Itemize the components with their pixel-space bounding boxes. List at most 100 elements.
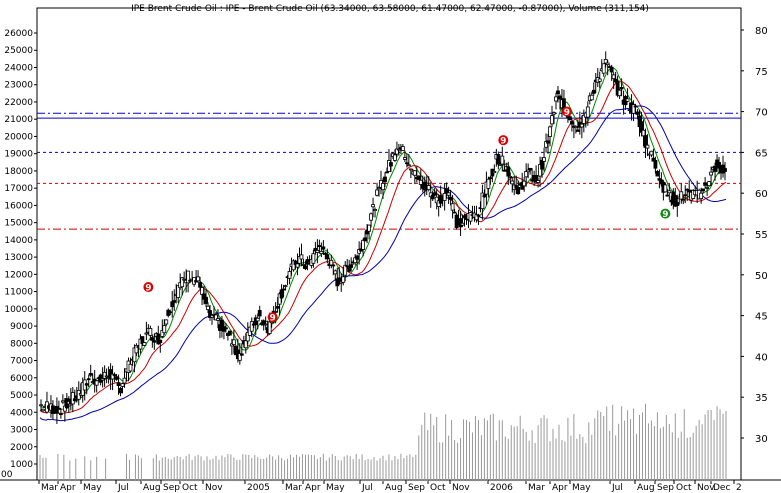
candle-body xyxy=(88,373,93,376)
volume-tick-label: 5000 xyxy=(10,391,33,401)
candle-body xyxy=(231,339,236,345)
price-tick-label: 65 xyxy=(755,148,768,159)
candle-body xyxy=(703,182,708,186)
candle-body xyxy=(273,311,278,313)
candle-body xyxy=(152,340,157,343)
candle-body xyxy=(315,250,320,253)
candle-body xyxy=(426,185,431,191)
candle-body xyxy=(239,353,244,356)
candle-body xyxy=(333,270,338,275)
moving-average-line xyxy=(39,105,727,422)
candle-body xyxy=(224,327,228,330)
candle-body xyxy=(552,112,556,115)
candle-body xyxy=(341,276,346,283)
candle-body xyxy=(404,162,409,165)
candle-body xyxy=(329,259,334,266)
candle-body xyxy=(713,165,717,172)
candle-body xyxy=(591,89,596,94)
candle-body xyxy=(452,211,457,214)
candle-body xyxy=(432,192,437,196)
candle-body xyxy=(60,400,65,403)
volume-tick-label: 20000 xyxy=(4,132,33,142)
candle-body xyxy=(180,277,185,288)
x-tick-label: Oct xyxy=(182,483,198,493)
candle-body xyxy=(206,305,210,311)
candle-body xyxy=(128,363,133,372)
candle-body xyxy=(118,387,123,394)
candle-body xyxy=(486,178,491,189)
candle-body xyxy=(70,392,75,405)
candle-body xyxy=(148,328,153,336)
candle-body xyxy=(446,192,451,196)
candle-body xyxy=(371,204,375,208)
candle-body xyxy=(58,413,63,416)
candle-body xyxy=(633,105,638,108)
candle-body xyxy=(114,376,119,380)
candle-body xyxy=(279,289,284,299)
x-tick-label: Mar xyxy=(285,483,302,493)
candle-body xyxy=(102,371,107,379)
x-tick-label: Apr xyxy=(305,483,321,493)
x-tick-label: Apr xyxy=(60,483,76,493)
candle-body xyxy=(683,194,688,197)
candle-body xyxy=(589,94,594,101)
candle-body xyxy=(705,187,710,189)
x-tick-label: Oct xyxy=(430,483,446,493)
candle-body xyxy=(237,353,242,361)
candle-body xyxy=(86,378,91,381)
candle-body xyxy=(204,296,208,304)
candle-body xyxy=(299,254,304,260)
candle-body xyxy=(442,193,447,201)
candle-body xyxy=(619,87,624,90)
candle-body xyxy=(579,123,584,128)
candle-body xyxy=(506,166,511,177)
plot-frame xyxy=(36,7,742,481)
candle-body xyxy=(516,186,521,195)
candle-body xyxy=(546,140,550,144)
marker-circle xyxy=(660,208,671,219)
candle-body xyxy=(400,146,405,151)
candle-body xyxy=(249,321,254,332)
x-tick-label: Mar xyxy=(41,483,58,493)
candle-body xyxy=(502,169,507,172)
candle-body xyxy=(717,161,721,169)
candle-body xyxy=(663,184,668,193)
x-tick-label: Apr xyxy=(552,483,568,493)
candle-body xyxy=(496,154,501,165)
volume-tick-label: 3000 xyxy=(10,426,33,436)
candle-body xyxy=(389,162,393,167)
volume-tick-label: 4000 xyxy=(10,408,33,418)
marker-circle xyxy=(561,106,572,117)
marker-label: 9 xyxy=(145,284,151,294)
candle-body xyxy=(709,171,713,176)
candle-body xyxy=(383,176,387,183)
candle-body xyxy=(122,377,127,384)
x-tick-label: Aug xyxy=(385,483,403,493)
candle-body xyxy=(321,246,326,250)
candle-body xyxy=(397,148,401,151)
x-tick-label: Jul xyxy=(117,483,129,493)
x-tick-label: Sep xyxy=(408,483,425,493)
candle-body xyxy=(500,155,505,165)
x-tick-label: Mar xyxy=(528,483,545,493)
x-tick-label: May xyxy=(572,483,591,493)
candle-body xyxy=(458,218,463,228)
price-tick-label: 80 xyxy=(755,26,768,37)
candle-body xyxy=(275,306,280,309)
volume-tick-label: 12000 xyxy=(4,270,33,280)
candle-body xyxy=(373,209,377,212)
x-tick-label: Nov xyxy=(205,483,223,493)
candle-body xyxy=(156,333,161,345)
candle-body xyxy=(601,63,606,74)
volume-tick-label: 17000 xyxy=(4,184,33,194)
candle-body xyxy=(287,271,292,279)
candle-body xyxy=(186,270,191,284)
candle-body xyxy=(116,382,121,386)
price-tick-label: 40 xyxy=(755,352,768,363)
candle-body xyxy=(665,194,670,197)
x-tick-label: Aug xyxy=(143,483,161,493)
candle-body xyxy=(311,253,316,264)
price-tick-label: 70 xyxy=(755,108,768,119)
candle-body xyxy=(617,89,622,97)
candle-body xyxy=(317,245,322,247)
